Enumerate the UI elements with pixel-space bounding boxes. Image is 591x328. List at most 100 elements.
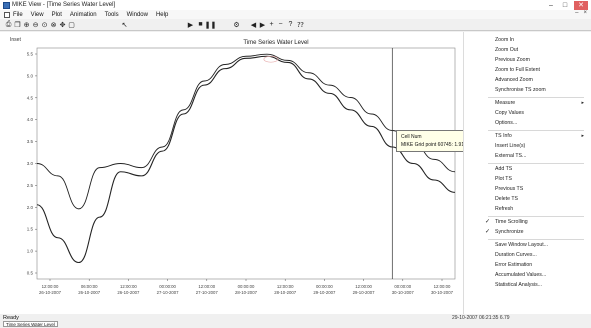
plus-button[interactable]: + [269,21,274,28]
menu-item-label: Duration Curves... [495,252,537,258]
title-bar[interactable]: MIKE View - [Time Series Water Level] ‒ … [0,0,591,10]
menu-item-statistical-analysis[interactable]: Statistical Analysis... [468,281,588,290]
menu-separator [488,130,584,131]
x-tick-time: 06:00:00 [81,284,98,289]
menu-item-accumulated-values[interactable]: Accumulated Values... [468,271,588,280]
menu-plot[interactable]: Plot [51,11,62,18]
menu-item-zoom-to-full-extent[interactable]: Zoom to Full Extent [468,66,588,75]
menu-item-label: Previous Zoom [495,57,530,63]
menu-item-save-window-layout[interactable]: Save Window Layout... [468,241,588,250]
minimize-button[interactable]: ‒ [549,1,553,9]
checkmark-icon: ✓ [485,229,491,235]
y-tick-label: 3.0 [27,161,34,166]
window-title: MIKE View - [Time Series Water Level] [12,2,116,8]
x-tick-date: 28-10-2007 [274,290,297,295]
menu-item-error-estimation[interactable]: Error Estimation [468,261,588,270]
plot-area[interactable]: Inset Time Series Water Level 5.5 5.0 4.5 4.0… [9,34,461,312]
menu-item-ts-info[interactable]: TS Info ▸ [468,132,588,141]
time-series-chart[interactable]: Inset Time Series Water Level 5.5 5.0 4.5 4.0… [9,34,461,312]
menu-item-zoom-in[interactable]: Zoom In [468,36,588,45]
menu-item-add-ts[interactable]: Add TS [468,165,588,174]
menu-item-refresh[interactable]: Refresh [468,205,588,214]
menu-item-copy-values[interactable]: Copy Values [468,109,588,118]
menu-help[interactable]: Help [155,11,169,18]
menu-item-plot-ts[interactable]: Plot TS [468,175,588,184]
step-back-button[interactable]: ◀ [250,21,257,29]
print-button[interactable]: ⎙ [5,20,12,28]
x-tick-date: 28-10-2007 [235,290,258,295]
zoom-in-button[interactable]: ⊕ [23,21,30,29]
x-tick-date: 30-10-2007 [431,290,454,295]
help-button[interactable]: ? [288,21,293,28]
menu-item-duration-curves[interactable]: Duration Curves... [468,251,588,260]
mdi-minimize-button[interactable]: ‒ [575,10,579,16]
menu-view[interactable]: View [30,11,44,18]
menu-item-label: Statistical Analysis... [495,282,542,288]
menu-item-time-scrolling[interactable]: ✓ Time Scrolling [468,218,588,227]
menu-item-label: Copy Values [495,110,525,116]
menu-item-advanced-zoom[interactable]: Advanced Zoom [468,76,588,85]
status-coordinates: 29-10-2007 06:21:35 6.79 [452,315,510,321]
menu-item-label: Previous TS [495,186,524,192]
menu-item-synchronize[interactable]: ✓ Synchronize [468,228,588,237]
pan-button[interactable]: ✥ [59,21,66,29]
y-tick-label: 3.5 [27,139,34,144]
x-tick-date: 27-10-2007 [157,290,180,295]
pointer-button[interactable]: ↖ [121,21,128,29]
menu-item-label: External TS... [495,153,527,159]
close-button[interactable]: ✕ [574,0,588,10]
menu-item-label: Save Window Layout... [495,242,549,248]
menu-item-delete-ts[interactable]: Delete TS [468,195,588,204]
menu-item-zoom-out[interactable]: Zoom Out [468,46,588,55]
menu-item-label: Delete TS [495,196,518,202]
step-forward-button[interactable]: ▶ [259,21,266,29]
series-line-1 [36,53,456,210]
y-tick-label: 2.5 [27,183,34,188]
menu-item-external-ts[interactable]: External TS... [468,152,588,161]
menu-item-label: Zoom Out [495,47,519,53]
copy-button[interactable]: ❐ [14,21,21,29]
window-button[interactable]: ▢ [68,21,75,29]
settings-button[interactable]: ⚙ [233,21,240,29]
menu-item-label: Options... [495,120,518,126]
minus-button[interactable]: − [278,21,283,28]
menu-item-options[interactable]: Options... [468,119,588,128]
menu-item-measure[interactable]: Measure ▸ [468,99,588,108]
mdi-close-button[interactable]: × [583,10,587,16]
checkmark-icon: ✓ [485,219,491,225]
play-button[interactable]: ▶ [187,21,194,29]
menu-item-label: Add TS [495,166,513,172]
x-tick-time: 00:00:00 [238,284,255,289]
x-tick-time: 12:00:00 [434,284,451,289]
menu-bar: File View Plot Animation Tools Window He… [0,10,591,19]
menu-item-insert-line-s[interactable]: Insert Line(s) [468,142,588,151]
chart-title: Time Series Water Level [243,40,308,46]
document-icon[interactable] [4,11,10,18]
mdi-controls: ‒ × [575,10,587,16]
y-tick-label: 2.0 [27,205,34,210]
x-tick-date: 26-10-2007 [78,290,101,295]
zoom-out-button[interactable]: ⊖ [32,21,39,29]
menu-tools[interactable]: Tools [104,11,119,18]
menu-window[interactable]: Window [126,11,148,18]
stop-button[interactable]: ■ [198,21,203,28]
submenu-arrow-icon: ▸ [581,133,584,139]
menu-item-previous-ts[interactable]: Previous TS [468,185,588,194]
menu-item-synchronise-ts-zoom[interactable]: Synchronise TS zoom [468,86,588,95]
x-tick-time: 12:00:00 [120,284,137,289]
plot-frame [36,47,456,280]
menu-animation[interactable]: Animation [69,11,97,18]
pause-button[interactable]: ❚❚ [204,21,217,29]
maximize-button[interactable]: □ [562,1,568,9]
context-menu: Zoom In Zoom Out Previous Zoom Zoom to Full… [463,32,591,314]
status-ready: Ready [3,315,19,321]
context-help-button[interactable]: ⁇ [297,21,304,29]
app-icon [3,1,10,9]
window-tab[interactable]: Time Series Water Level [3,321,58,327]
menu-item-previous-zoom[interactable]: Previous Zoom [468,56,588,65]
zoom-full-button[interactable]: ⊗ [50,21,57,29]
menu-item-label: TS Info [495,133,512,139]
menu-file[interactable]: File [13,11,23,18]
zoom-previous-button[interactable]: ⊙ [41,21,48,29]
menu-item-label: Measure [495,100,516,106]
